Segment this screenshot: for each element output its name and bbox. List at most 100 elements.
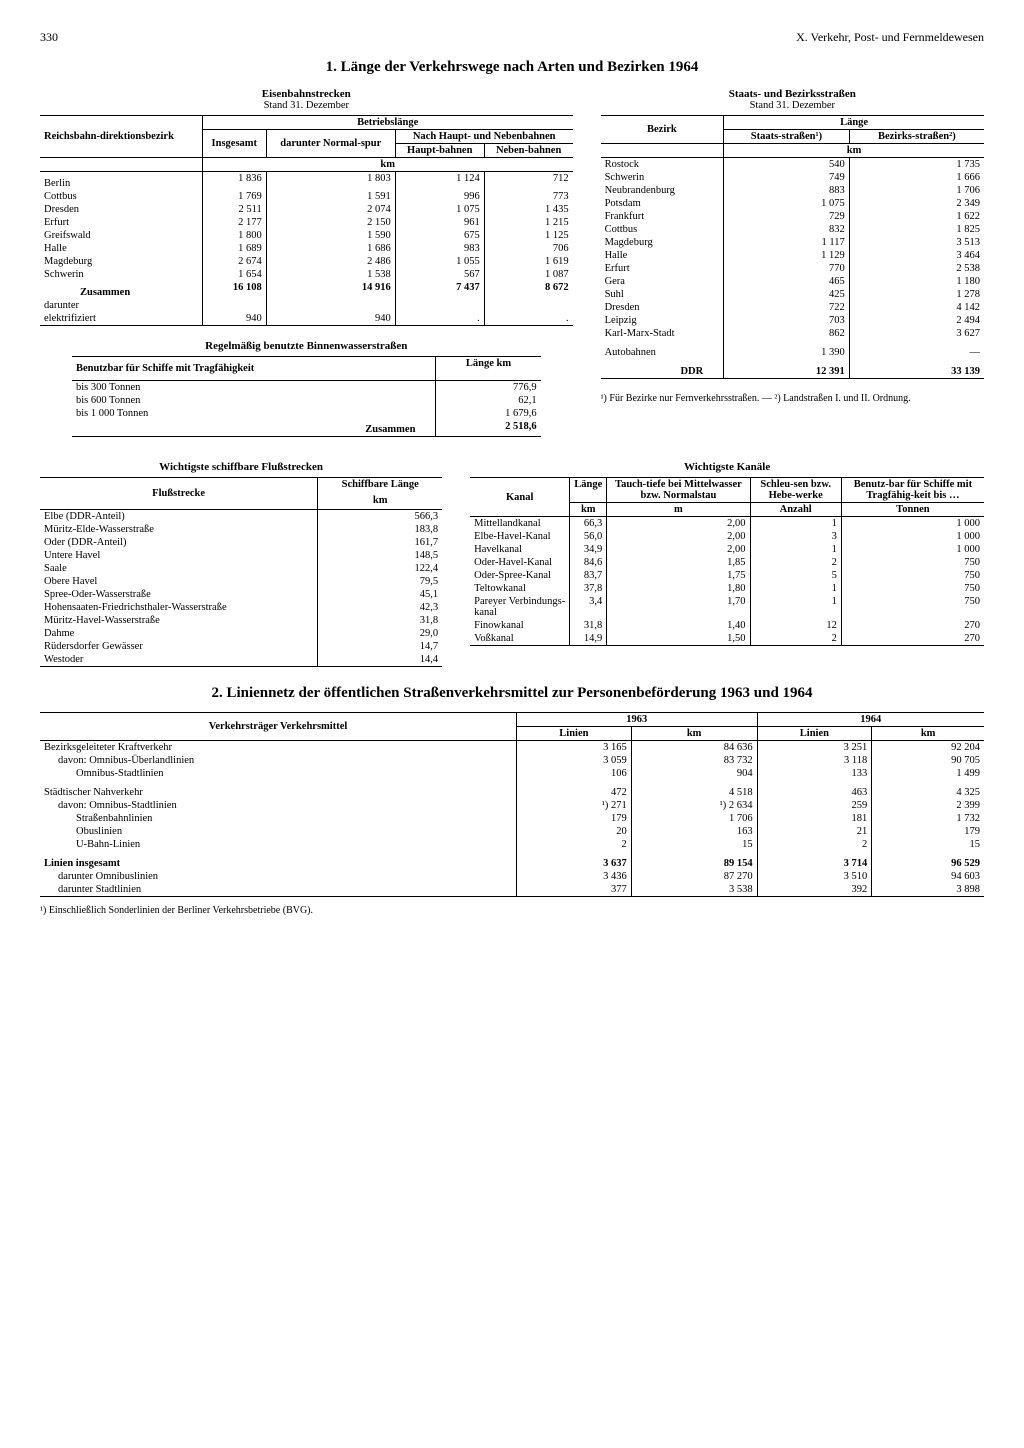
table-row: Erfurt7702 538 xyxy=(601,262,984,275)
row-label: Straßenbahnlinien xyxy=(40,812,517,825)
table-row: Obuslinien2016321179 xyxy=(40,825,984,838)
roads-h0: Bezirk xyxy=(601,116,724,144)
can-u1: km xyxy=(570,503,607,517)
table-row: Halle1 6891 686983706 xyxy=(40,242,573,255)
ww-h0: Benutzbar für Schiffe mit Tragfähigkeit xyxy=(72,357,436,381)
table-row: Elbe (DDR-Anteil)566,3 xyxy=(40,510,442,524)
canals-table: Kanal Länge Tauch-tiefe bei Mittelwasser… xyxy=(470,477,984,646)
rail-h6: Neben-bahnen xyxy=(484,144,572,158)
row-label: Berlin xyxy=(40,172,202,191)
row-label: Greifswald xyxy=(40,229,202,242)
roads-table: Bezirk Länge Staats-straßen¹) Bezirks-st… xyxy=(601,115,984,379)
table-row: bis 1 000 Tonnen1 679,6 xyxy=(72,407,541,420)
row-label: Cottbus xyxy=(40,190,202,203)
row-label: Schwerin xyxy=(40,268,202,281)
table-row: Untere Havel148,5 xyxy=(40,549,442,562)
table-row: Neubrandenburg8831 706 xyxy=(601,184,984,197)
table-row: Dresden7224 142 xyxy=(601,301,984,314)
table-row: Oder-Havel-Kanal84,61,852750 xyxy=(470,556,984,569)
row-label: davon: Omnibus-Überlandlinien xyxy=(40,754,517,767)
table-row: Straßenbahnlinien1791 7061811 732 xyxy=(40,812,984,825)
table-row: Suhl4251 278 xyxy=(601,288,984,301)
tr-y2: 1964 xyxy=(757,713,984,727)
table-row: DDR12 39133 139 xyxy=(601,365,984,379)
table-row: darunter Stadtlinien3773 5383923 898 xyxy=(40,883,984,897)
transit-footnote: ¹) Einschließlich Sonderlinien der Berli… xyxy=(40,905,984,916)
table-row: davon: Omnibus-Überlandlinien3 05983 732… xyxy=(40,754,984,767)
table-row: Städtischer Nahverkehr4724 5184634 325 xyxy=(40,786,984,799)
rail-h4: Nach Haupt- und Nebenbahnen xyxy=(395,130,572,144)
roads-title: Staats- und Bezirksstraßen xyxy=(601,88,984,100)
table-row: Müritz-Elde-Wasserstraße183,8 xyxy=(40,523,442,536)
section-title-2: 2. Liniennetz der öffentlichen Straßenve… xyxy=(40,685,984,702)
table-row: bis 300 Tonnen776,9 xyxy=(72,381,541,395)
table-row: Leipzig7032 494 xyxy=(601,314,984,327)
table-row: Oder (DDR-Anteil)161,7 xyxy=(40,536,442,549)
running-head: X. Verkehr, Post- und Fernmeldewesen xyxy=(796,30,984,45)
table-row: Gera4651 180 xyxy=(601,275,984,288)
table-row: Magdeburg2 6742 4861 0551 619 xyxy=(40,255,573,268)
table-row: Teltowkanal37,81,801750 xyxy=(470,582,984,595)
tr-s1a: Linien xyxy=(517,727,632,741)
table-row: darunter Omnibuslinien3 43687 2703 51094… xyxy=(40,870,984,883)
table-row: Magdeburg1 1173 513 xyxy=(601,236,984,249)
row-label: Bezirksgeleiteter Kraftverkehr xyxy=(40,741,517,755)
canals-title: Wichtigste Kanäle xyxy=(470,461,984,473)
rivers-title: Wichtigste schiffbare Flußstrecken xyxy=(40,461,442,473)
page-number: 330 xyxy=(40,30,58,45)
riv-unit: km xyxy=(318,494,442,510)
table-row: Saale122,4 xyxy=(40,562,442,575)
can-h3: Schleu-sen bzw. Hebe-werke xyxy=(750,478,841,503)
table-row: Potsdam1 0752 349 xyxy=(601,197,984,210)
table-row: Bezirksgeleiteter Kraftverkehr3 16584 63… xyxy=(40,741,984,755)
can-u4: Tonnen xyxy=(841,503,984,517)
table-row: U-Bahn-Linien215215 xyxy=(40,838,984,851)
row-label: Dresden xyxy=(40,203,202,216)
riv-h0: Flußstrecke xyxy=(40,478,318,510)
rail-h1: Betriebslänge xyxy=(202,116,572,130)
table-row: Frankfurt7291 622 xyxy=(601,210,984,223)
table-row: Cottbus1 7691 591996773 xyxy=(40,190,573,203)
table-row: Autobahnen1 390— xyxy=(601,346,984,359)
table-row: Rostock5401 735 xyxy=(601,158,984,172)
table-row: bis 600 Tonnen62,1 xyxy=(72,394,541,407)
table-row: Spree-Oder-Wasserstraße45,1 xyxy=(40,588,442,601)
can-u3: Anzahl xyxy=(750,503,841,517)
table-row: Schwerin7491 666 xyxy=(601,171,984,184)
table-row: davon: Omnibus-Stadtlinien¹) 271¹) 2 634… xyxy=(40,799,984,812)
roads-h1: Länge xyxy=(724,116,984,130)
tr-s2b: km xyxy=(872,727,984,741)
rivers-table: Flußstrecke Schiffbare Länge km Elbe (DD… xyxy=(40,477,442,667)
can-h2: Tauch-tiefe bei Mittelwasser bzw. Normal… xyxy=(607,478,750,503)
row-label: Städtischer Nahverkehr xyxy=(40,786,517,799)
rail-unit: km xyxy=(202,158,572,172)
can-u2: m xyxy=(607,503,750,517)
table-row: darunter xyxy=(40,299,573,312)
table-row: Voßkanal14,91,502270 xyxy=(470,632,984,646)
table-row: Linien insgesamt3 63789 1543 71496 529 xyxy=(40,857,984,870)
table-row: Hohensaaten-Friedrichsthaler-Wasserstraß… xyxy=(40,601,442,614)
table-row: Elbe-Havel-Kanal56,02,0031 000 xyxy=(470,530,984,543)
row-label: Obuslinien xyxy=(40,825,517,838)
tr-h0: Verkehrsträger Verkehrsmittel xyxy=(40,713,517,741)
rail-h0: Reichsbahn-direktionsbezirk xyxy=(40,116,202,158)
can-h4: Benutz-bar für Schiffe mit Tragfähig-kei… xyxy=(841,478,984,503)
section-title-1: 1. Länge der Verkehrswege nach Arten und… xyxy=(40,59,984,76)
table-row: Mittellandkanal66,32,0011 000 xyxy=(470,517,984,531)
table-row: Rüdersdorfer Gewässer14,7 xyxy=(40,640,442,653)
roads-h3: Bezirks-straßen²) xyxy=(849,130,984,144)
tr-s1b: km xyxy=(631,727,757,741)
riv-h1: Schiffbare Länge xyxy=(318,478,442,494)
can-h0: Kanal xyxy=(470,478,570,517)
tr-s2a: Linien xyxy=(757,727,872,741)
transit-table: Verkehrsträger Verkehrsmittel 1963 1964 … xyxy=(40,712,984,897)
rail-title: Eisenbahnstrecken xyxy=(40,88,573,100)
ww-h1: Länge km xyxy=(436,357,541,381)
table-row: elektrifiziert940940.. xyxy=(40,312,573,326)
table-row: Dresden2 5112 0741 0751 435 xyxy=(40,203,573,216)
row-label: Halle xyxy=(40,242,202,255)
table-row: Zusammen16 10814 9167 4378 672 xyxy=(40,281,573,299)
table-row: Westoder14,4 xyxy=(40,653,442,667)
rail-subtitle: Stand 31. Dezember xyxy=(40,100,573,111)
roads-h2: Staats-straßen¹) xyxy=(724,130,850,144)
